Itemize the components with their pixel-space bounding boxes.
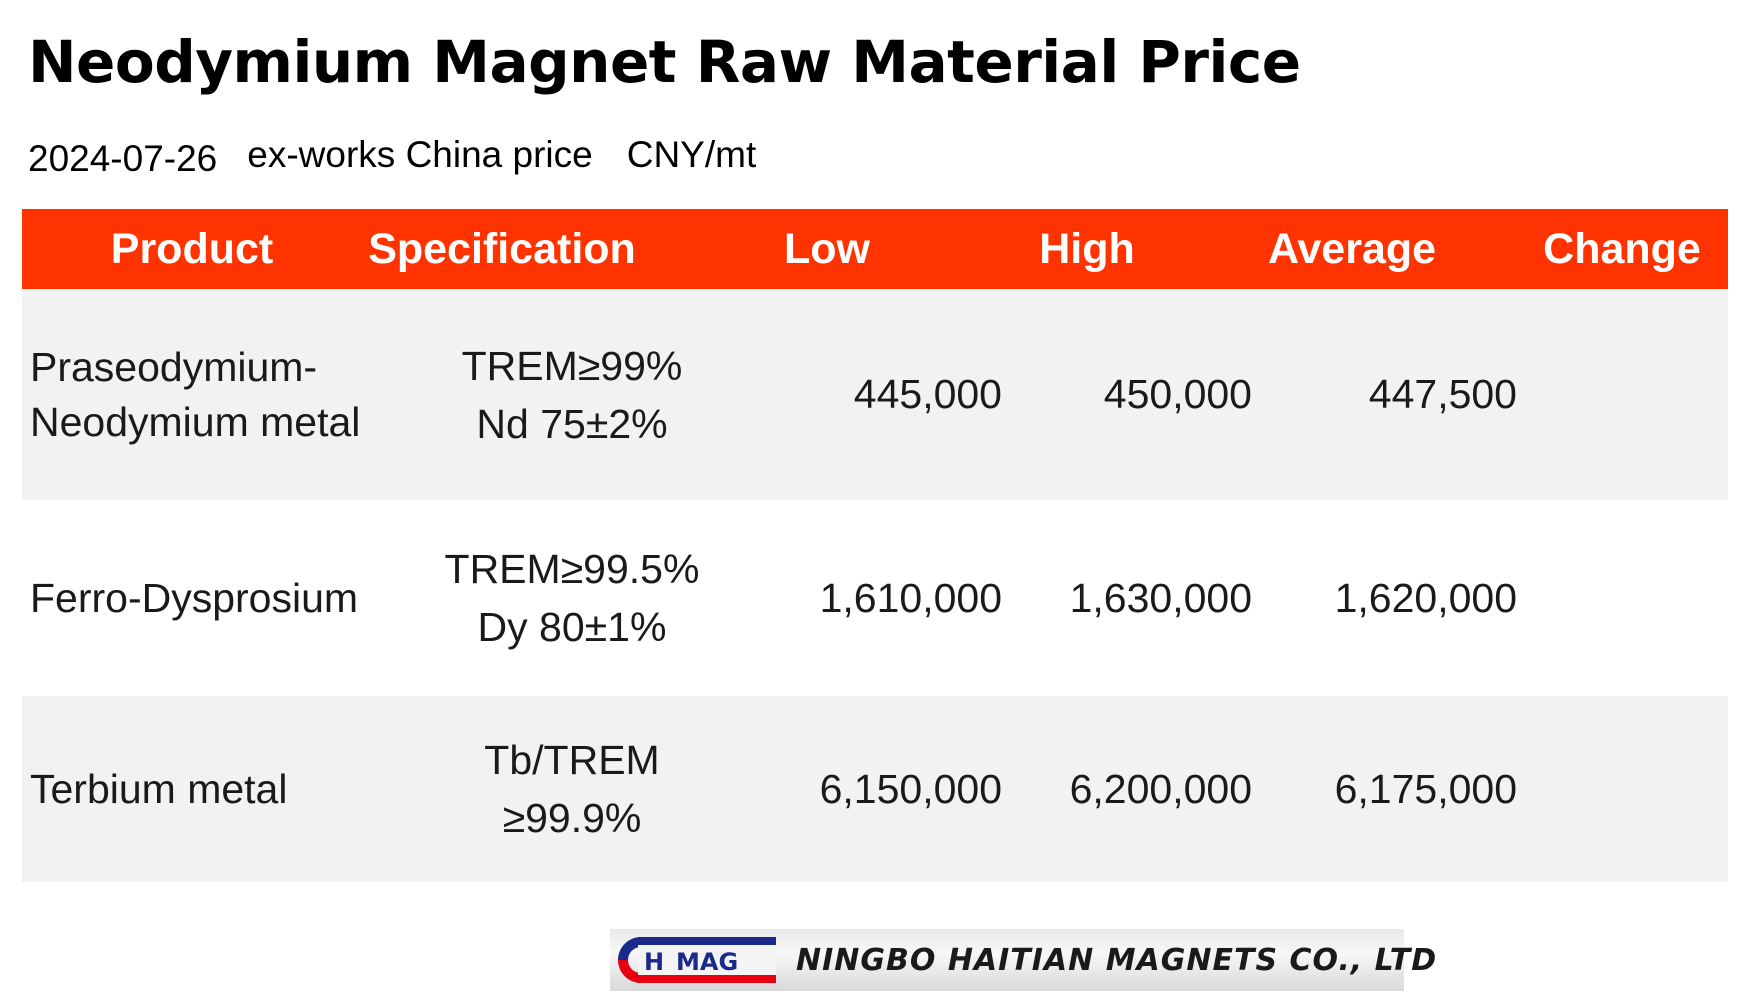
average-price: 1,620,000: [1334, 574, 1517, 621]
product-name-line: Terbium metal: [30, 765, 288, 812]
header-change: Change: [1543, 225, 1701, 273]
average-price: 447,500: [1368, 371, 1517, 417]
logo-letters-mag: MAG: [676, 948, 738, 976]
product-name-line: Ferro-Dysprosium: [30, 574, 359, 621]
table-header: Product Specification Low High Average C…: [22, 209, 1728, 289]
average-price: 6,175,000: [1334, 765, 1517, 812]
high-price: 1,630,000: [1069, 574, 1252, 621]
spec-line: Nd 75±2%: [476, 400, 668, 447]
product-cell: Ferro-Dysprosium: [30, 500, 358, 696]
table-row: Terbium metal Tb/TREM ≥99.9% 6,150,000 6…: [22, 696, 1728, 882]
header-specification: Specification: [368, 225, 636, 273]
header-product: Product: [110, 225, 274, 273]
company-logo-banner: H MAG NINGBO HAITIAN MAGNETS CO., LTD: [610, 929, 1436, 991]
low-price: 6,150,000: [819, 765, 1002, 812]
high-price: 450,000: [1103, 371, 1252, 417]
price-table: Product Specification Low High Average C…: [22, 209, 1728, 882]
page-title: Neodymium Magnet Raw Material Price: [28, 28, 1301, 96]
change-value: [1542, 500, 1712, 696]
company-name: NINGBO HAITIAN MAGNETS CO., LTD: [796, 942, 1438, 978]
spec-cell: TREM≥99.5% Dy 80±1%: [402, 500, 742, 696]
header-low: Low: [784, 225, 870, 273]
header-average: Average: [1267, 225, 1437, 273]
product-name-line: Praseodymium-: [30, 343, 318, 390]
spec-line: Tb/TREM: [484, 737, 660, 783]
header-high: High: [1039, 225, 1135, 273]
low-price: 1,610,000: [819, 574, 1002, 621]
logo-letter-h: H: [644, 948, 664, 976]
high-price: 6,200,000: [1069, 765, 1252, 812]
table-row: Praseodymium- Neodymium metal TREM≥99% N…: [22, 289, 1728, 500]
product-cell: Praseodymium- Neodymium metal: [30, 289, 360, 500]
table-row: Ferro-Dysprosium TREM≥99.5% Dy 80±1% 1,6…: [22, 500, 1728, 696]
product-cell: Terbium metal: [30, 696, 287, 882]
spec-line: TREM≥99%: [461, 342, 683, 389]
spec-line: Dy 80±1%: [477, 604, 667, 650]
price-basis: ex-works China price: [247, 134, 593, 175]
spec-line: TREM≥99.5%: [444, 546, 700, 592]
spec-line: ≥99.9%: [502, 795, 642, 841]
hmag-logo-icon: H MAG: [614, 933, 780, 987]
price-subtitle: 2024-07-26 ex-works China price CNY/mt: [28, 134, 757, 179]
price-date: 2024-07-26: [28, 138, 218, 179]
change-value: [1542, 696, 1712, 882]
low-price: 445,000: [853, 371, 1002, 417]
change-value: [1542, 289, 1712, 500]
spec-cell: TREM≥99% Nd 75±2%: [402, 289, 742, 500]
spec-cell: Tb/TREM ≥99.9%: [402, 696, 742, 882]
price-unit: CNY/mt: [626, 134, 757, 175]
product-name-line: Neodymium metal: [30, 398, 361, 445]
